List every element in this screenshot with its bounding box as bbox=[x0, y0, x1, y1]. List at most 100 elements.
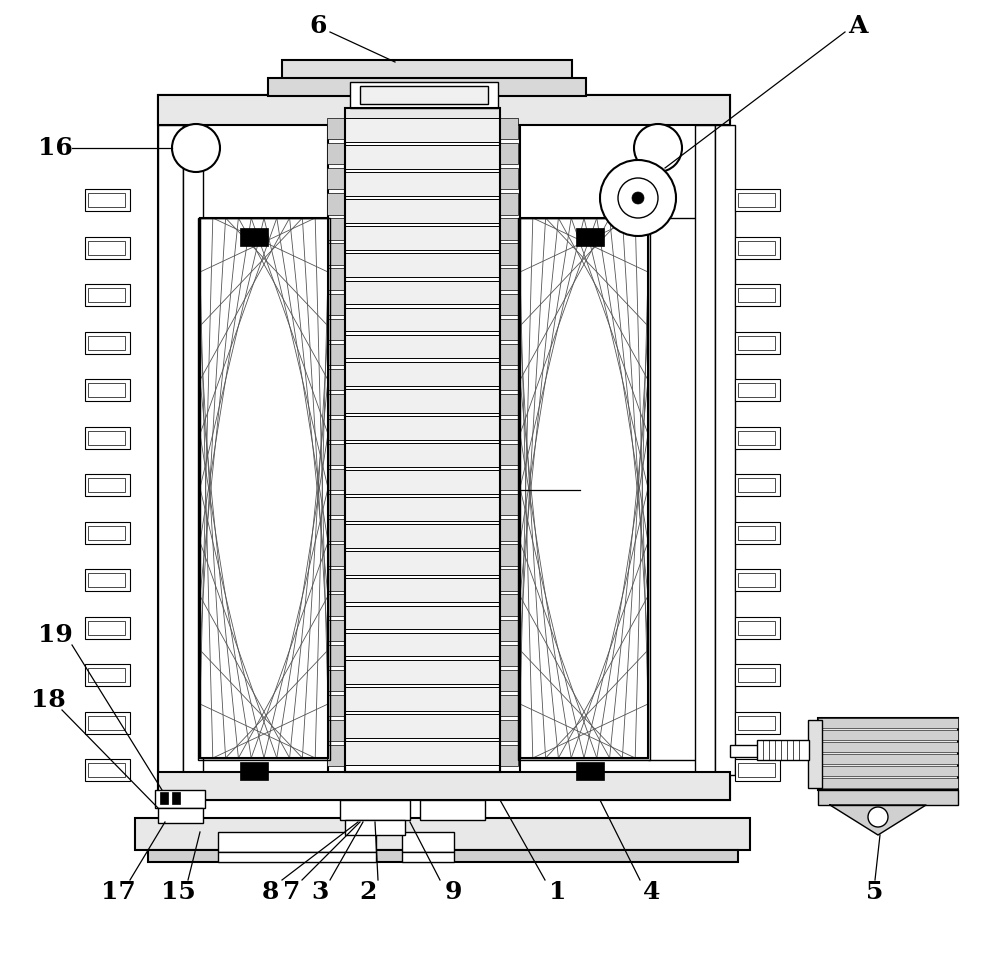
Bar bbox=[818, 778, 958, 788]
Bar bbox=[818, 754, 958, 764]
Bar bbox=[735, 379, 780, 401]
Bar bbox=[738, 335, 775, 350]
Bar bbox=[85, 284, 130, 306]
Bar bbox=[735, 759, 780, 781]
Bar bbox=[85, 664, 130, 686]
Bar bbox=[500, 118, 518, 140]
Bar bbox=[135, 818, 750, 850]
Bar bbox=[158, 772, 730, 800]
Bar bbox=[148, 850, 738, 862]
Bar bbox=[345, 118, 500, 142]
Bar bbox=[345, 443, 500, 467]
Bar bbox=[345, 551, 500, 575]
Bar bbox=[327, 519, 345, 540]
Bar bbox=[738, 478, 775, 492]
Text: 17: 17 bbox=[101, 880, 135, 904]
Bar bbox=[500, 594, 518, 616]
Text: 15: 15 bbox=[161, 880, 195, 904]
Bar bbox=[327, 720, 345, 742]
Text: 1: 1 bbox=[549, 880, 567, 904]
Bar bbox=[88, 193, 125, 207]
Bar bbox=[520, 218, 648, 758]
Text: 3: 3 bbox=[311, 880, 329, 904]
Text: A: A bbox=[848, 14, 868, 38]
Bar bbox=[327, 419, 345, 441]
Text: 8: 8 bbox=[261, 880, 279, 904]
Bar bbox=[500, 193, 518, 215]
Bar bbox=[327, 193, 345, 215]
Bar bbox=[735, 189, 780, 211]
Bar bbox=[85, 616, 130, 639]
Bar bbox=[85, 569, 130, 591]
Bar bbox=[345, 280, 500, 304]
Bar bbox=[738, 715, 775, 730]
Bar bbox=[818, 730, 958, 740]
Bar bbox=[88, 478, 125, 492]
Bar bbox=[576, 228, 604, 246]
Bar bbox=[345, 108, 500, 772]
Bar bbox=[327, 645, 345, 666]
Bar bbox=[327, 293, 345, 315]
Bar bbox=[345, 253, 500, 277]
Text: 5: 5 bbox=[866, 880, 884, 904]
Bar bbox=[695, 125, 715, 775]
Bar bbox=[738, 431, 775, 445]
Bar bbox=[818, 718, 958, 728]
Text: 19: 19 bbox=[38, 623, 72, 647]
Circle shape bbox=[600, 160, 676, 236]
Bar bbox=[85, 379, 130, 401]
Bar bbox=[345, 741, 500, 765]
Bar bbox=[327, 494, 345, 516]
Bar bbox=[500, 394, 518, 415]
Bar bbox=[88, 573, 125, 587]
Bar bbox=[738, 288, 775, 302]
Circle shape bbox=[632, 192, 644, 204]
Bar bbox=[345, 416, 500, 440]
Bar bbox=[327, 118, 345, 140]
Bar bbox=[327, 544, 345, 566]
Bar bbox=[350, 82, 498, 108]
Bar bbox=[158, 95, 730, 125]
Bar bbox=[327, 444, 345, 465]
Bar bbox=[818, 742, 958, 752]
Bar bbox=[345, 389, 500, 412]
Bar bbox=[327, 669, 345, 691]
Bar bbox=[88, 335, 125, 350]
Bar bbox=[345, 227, 500, 250]
Bar bbox=[88, 668, 125, 682]
Bar bbox=[327, 394, 345, 415]
Circle shape bbox=[172, 124, 220, 172]
Bar bbox=[327, 168, 345, 190]
Text: 4: 4 bbox=[643, 880, 661, 904]
Bar bbox=[345, 470, 500, 494]
Bar bbox=[735, 474, 780, 496]
Bar bbox=[500, 218, 518, 239]
Bar bbox=[738, 383, 775, 397]
Text: 6: 6 bbox=[309, 14, 327, 38]
Bar bbox=[85, 711, 130, 734]
Bar bbox=[738, 193, 775, 207]
Bar bbox=[345, 335, 500, 359]
Bar bbox=[500, 293, 518, 315]
Circle shape bbox=[634, 124, 682, 172]
Bar bbox=[88, 431, 125, 445]
Bar bbox=[88, 526, 125, 539]
Bar bbox=[158, 808, 203, 823]
Bar bbox=[500, 619, 518, 641]
Bar bbox=[218, 852, 376, 862]
Bar bbox=[500, 494, 518, 516]
Bar bbox=[85, 189, 130, 211]
Text: 7: 7 bbox=[283, 880, 301, 904]
Bar bbox=[158, 125, 183, 775]
Bar bbox=[183, 125, 203, 775]
Bar bbox=[735, 284, 780, 306]
Bar bbox=[85, 474, 130, 496]
Bar bbox=[327, 319, 345, 340]
Bar bbox=[345, 606, 500, 629]
Bar bbox=[500, 168, 518, 190]
Bar bbox=[327, 368, 345, 390]
Bar bbox=[500, 143, 518, 164]
Bar bbox=[345, 308, 500, 331]
Bar bbox=[500, 519, 518, 540]
Bar bbox=[738, 573, 775, 587]
